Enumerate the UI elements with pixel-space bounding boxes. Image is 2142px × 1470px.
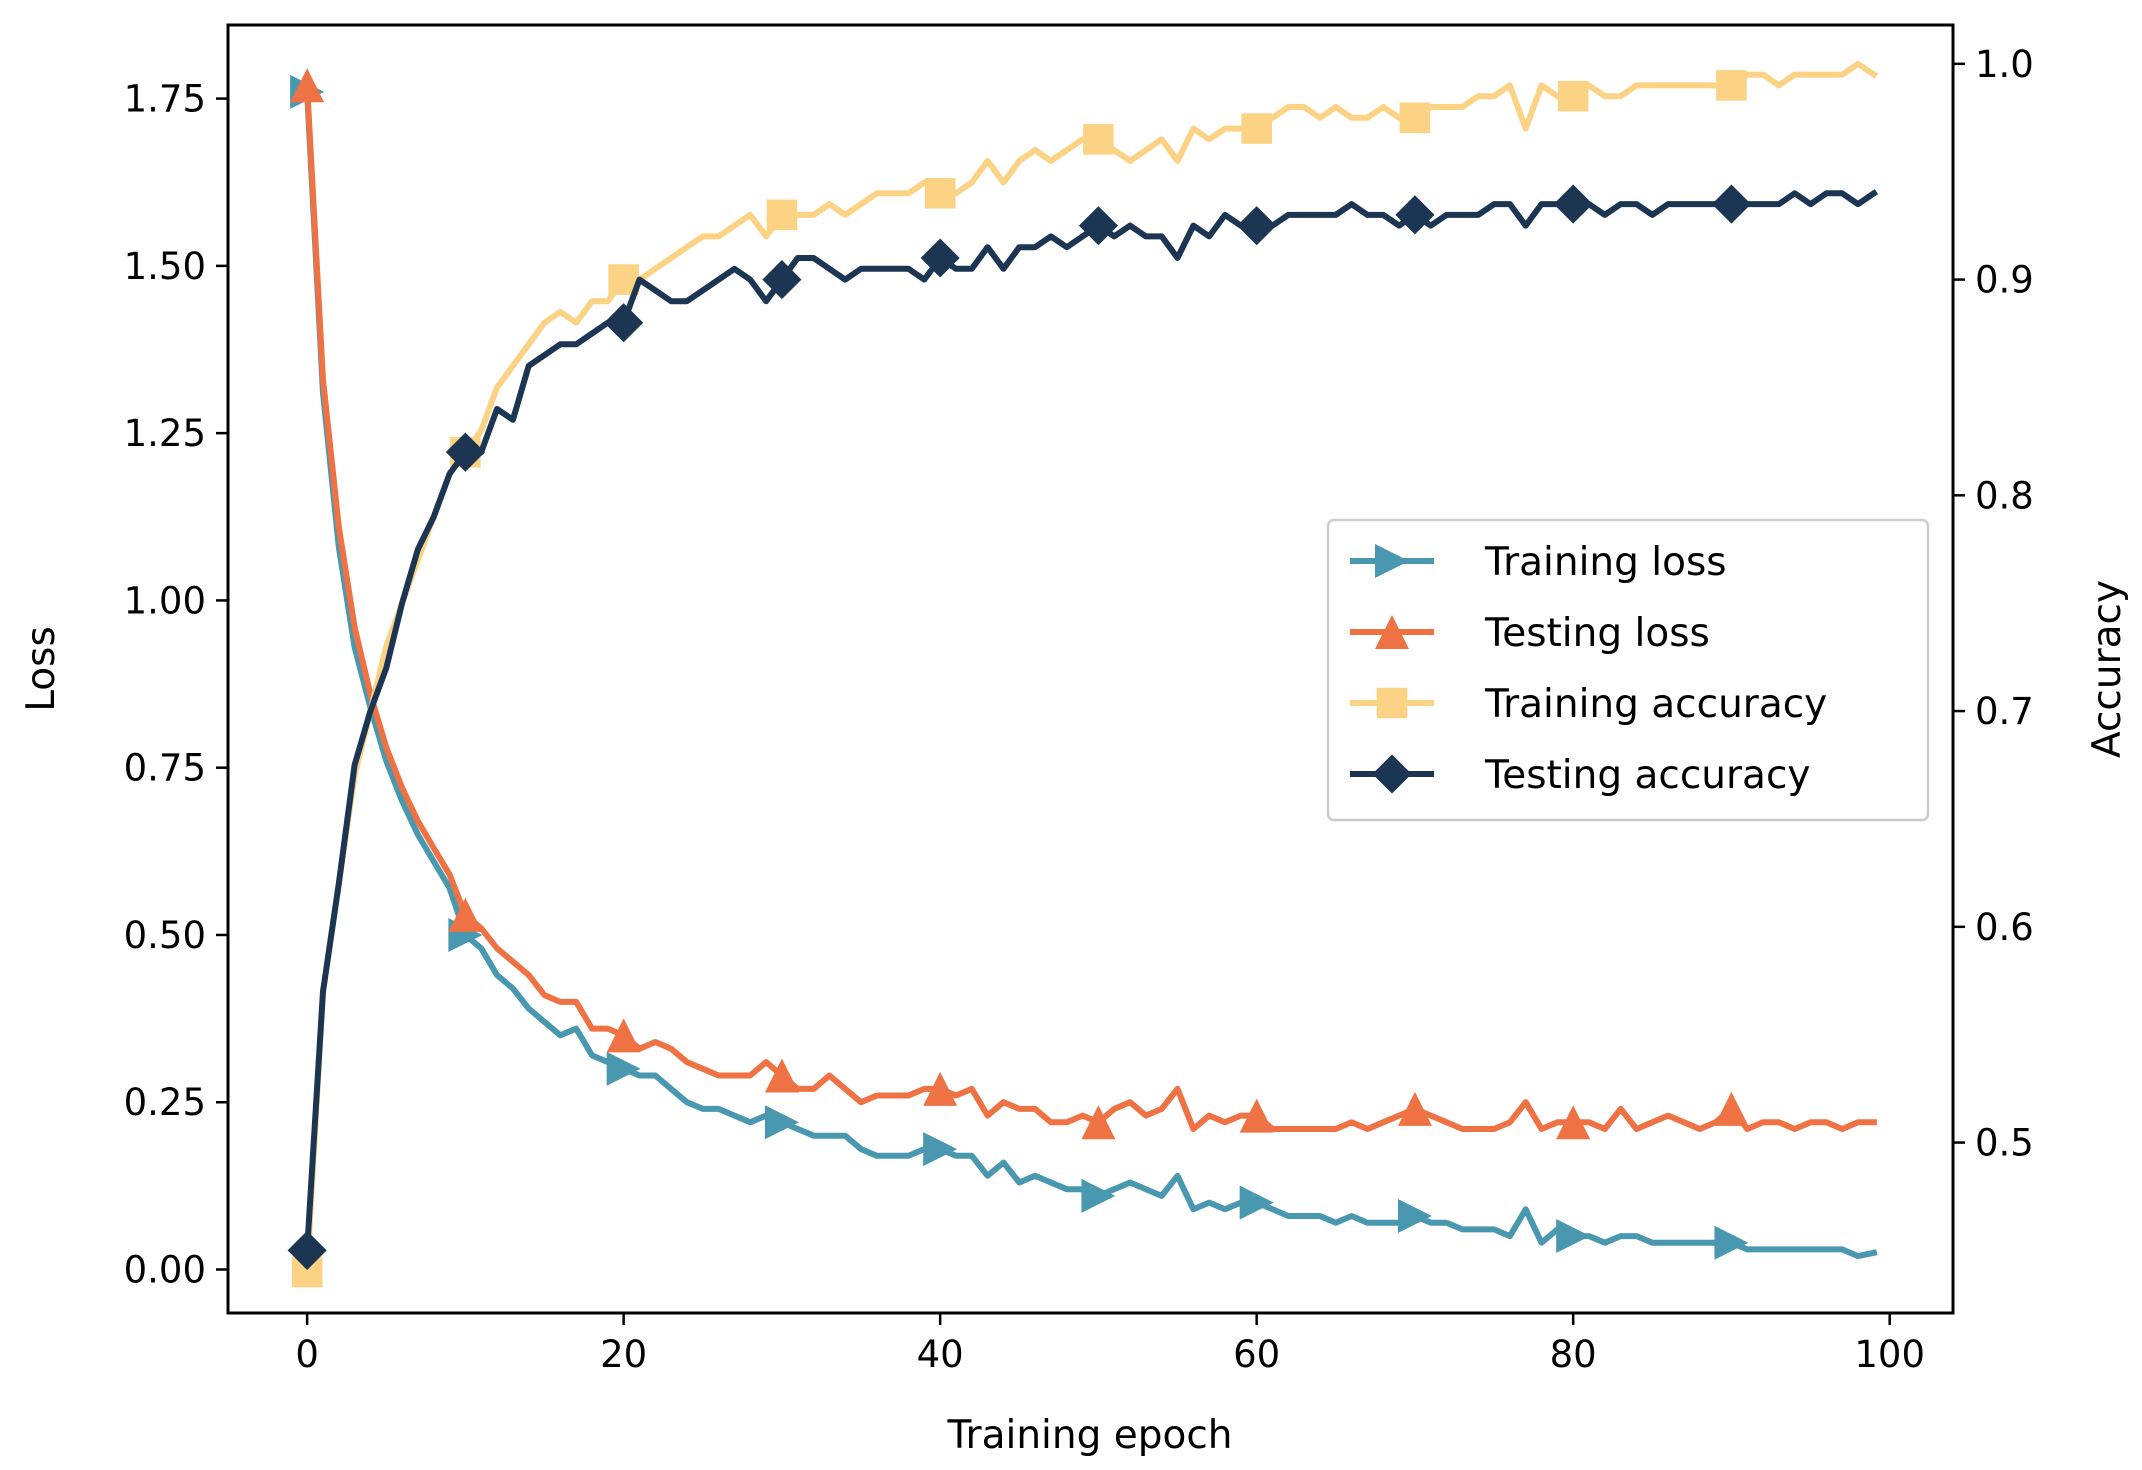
- data-point-marker: [1078, 206, 1118, 246]
- y2-tick-label: 1.0: [1975, 43, 2034, 86]
- data-point-marker: [448, 897, 483, 932]
- data-point-marker: [1711, 184, 1751, 224]
- data-point-marker: [764, 1058, 799, 1093]
- y2-axis-label: Accuracy: [2085, 580, 2130, 758]
- data-point-marker: [604, 303, 644, 343]
- plot-area-frame: [226, 23, 1955, 1315]
- data-point-marker: [1081, 1105, 1116, 1140]
- x-tick-label: 0: [295, 1333, 319, 1376]
- data-point-marker: [1397, 1091, 1432, 1126]
- data-point-marker: [1714, 1091, 1749, 1126]
- data-point-marker: [1081, 1178, 1116, 1213]
- data-point-marker: [1083, 124, 1114, 155]
- series-layer: [287, 60, 1879, 1288]
- y2-tick-label: 0.7: [1975, 690, 2034, 733]
- series-line: [303, 82, 1877, 1132]
- data-point-marker: [920, 238, 960, 278]
- data-point-marker: [290, 68, 325, 103]
- y2-tick-label: 0.8: [1975, 474, 2034, 517]
- legend-swatch-marker: [1372, 754, 1412, 794]
- x-axis-label: Training epoch: [946, 1413, 1232, 1458]
- legend-label: Testing loss: [1484, 611, 1710, 656]
- data-point-marker: [1397, 1198, 1432, 1233]
- y-axis-label: Loss: [19, 626, 64, 712]
- series-training-accuracy: [291, 60, 1879, 1288]
- y-axis-right: 0.5 0.6 0.7 0.8 0.9 1.0: [1953, 43, 2034, 1165]
- y-tick-label: 0.00: [124, 1249, 206, 1292]
- data-point-marker: [764, 1105, 799, 1140]
- y-tick-label: 1.00: [124, 579, 206, 622]
- legend-swatch-marker: [1375, 544, 1409, 578]
- x-tick-label: 40: [917, 1333, 964, 1376]
- data-point-marker: [923, 1071, 958, 1106]
- y-tick-label: 0.75: [124, 747, 206, 790]
- data-point-marker: [1716, 70, 1747, 101]
- data-point-marker: [287, 1230, 327, 1270]
- data-point-marker: [606, 1051, 641, 1086]
- data-point-marker: [766, 199, 798, 231]
- data-point-marker: [1714, 1225, 1749, 1260]
- y-axis-left: 0.00 0.25 0.50 0.75 1.00 1.25 1.50 1.75: [124, 78, 228, 1292]
- data-point-marker: [1553, 184, 1593, 224]
- data-point-marker: [606, 1018, 641, 1053]
- data-point-marker: [445, 432, 485, 472]
- series-testing-loss: [290, 68, 1877, 1140]
- y-tick-label: 0.25: [124, 1081, 206, 1124]
- legend-swatch-marker: [1376, 687, 1408, 719]
- y2-tick-label: 0.9: [1975, 259, 2034, 302]
- data-point-marker: [1239, 1098, 1274, 1133]
- y2-tick-label: 0.5: [1975, 1122, 2034, 1165]
- y-tick-label: 1.50: [124, 245, 206, 288]
- y-tick-label: 0.50: [124, 914, 206, 957]
- data-point-marker: [1556, 1105, 1591, 1140]
- data-point-marker: [924, 177, 956, 209]
- legend-label: Training accuracy: [1484, 682, 1827, 727]
- data-point-marker: [1395, 195, 1435, 235]
- data-point-marker: [762, 260, 802, 300]
- legend-frame: [1326, 518, 1930, 822]
- y-tick-label: 1.75: [124, 78, 206, 121]
- legend: Training loss Testing loss Training accura…: [1326, 518, 1930, 822]
- x-tick-label: 100: [1854, 1333, 1925, 1376]
- data-point-marker: [1241, 113, 1272, 144]
- legend-label: Testing accuracy: [1484, 753, 1810, 798]
- y-tick-label: 1.25: [124, 412, 206, 455]
- y2-tick-label: 0.6: [1975, 906, 2034, 949]
- x-axis: 0 20 40 60 80 100: [295, 1313, 1925, 1376]
- series-testing-accuracy: [287, 184, 1879, 1270]
- x-tick-label: 20: [600, 1333, 647, 1376]
- data-point-marker: [1239, 1185, 1274, 1220]
- data-point-marker: [1557, 80, 1589, 112]
- x-tick-label: 80: [1550, 1333, 1597, 1376]
- legend-swatch-marker: [1375, 615, 1409, 649]
- data-point-marker: [923, 1132, 958, 1167]
- data-point-marker: [1556, 1219, 1591, 1254]
- x-tick-label: 60: [1233, 1333, 1280, 1376]
- data-point-marker: [1237, 206, 1277, 246]
- data-point-marker: [1399, 102, 1431, 134]
- series-training-loss: [290, 74, 1878, 1260]
- legend-label: Training loss: [1484, 540, 1727, 585]
